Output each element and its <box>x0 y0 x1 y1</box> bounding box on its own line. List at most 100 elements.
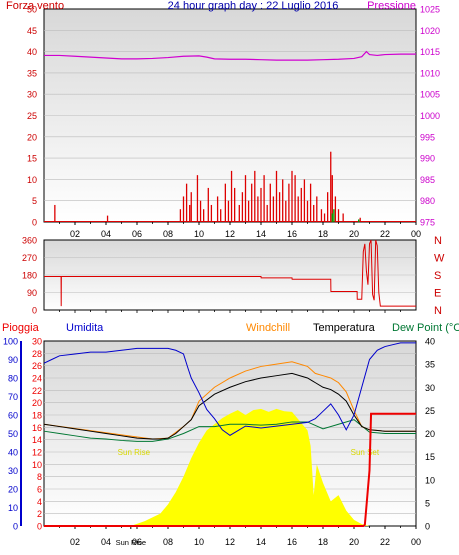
time-tick-label: 16 <box>287 229 297 239</box>
sun-annotation: Sun Set <box>351 448 380 457</box>
pressure-tick-label: 1000 <box>420 111 440 121</box>
time-tick-label: 04 <box>101 229 111 239</box>
compass-label: S <box>434 270 441 282</box>
time-tick-label: 10 <box>194 229 204 239</box>
pressure-tick-label: 1015 <box>420 47 440 57</box>
rain-tick-label: 28 <box>32 349 42 359</box>
pressure-tick-label: 1025 <box>420 5 440 15</box>
direction-degree-label: 360 <box>22 236 37 246</box>
humidity-tick-label: 10 <box>8 503 18 513</box>
humidity-tick-label: 90 <box>8 355 18 365</box>
pressure-tick-label: 995 <box>420 132 435 142</box>
direction-degree-label: 180 <box>22 271 37 281</box>
humidity-tick-label: 70 <box>8 392 18 402</box>
rain-tick-label: 26 <box>32 361 42 371</box>
time-tick-label: 08 <box>163 229 173 239</box>
temp-humidity-gridlines <box>44 353 416 514</box>
windchill-label: Windchill <box>246 322 290 334</box>
humidity-axis-label: Umidita <box>66 322 104 334</box>
dew-point-line <box>43 419 416 442</box>
time-tick-label: 14 <box>256 537 266 547</box>
sun-annotations: Sun Rise Sun Set <box>118 448 380 457</box>
time-tick-label: 16 <box>287 537 297 547</box>
time-tick-label: 08 <box>163 537 173 547</box>
temperature-tick-label: 15 <box>425 452 435 462</box>
time-tick-label: 22 <box>380 537 390 547</box>
chart-title: 24 hour graph day : 22 Luglio 2016 <box>168 0 339 12</box>
temperature-tick-label: 0 <box>425 522 430 532</box>
temp-humidity-rain-panel: Pioggia Umidita Windchill Temperatura De… <box>2 322 459 547</box>
wind-tick-label: 15 <box>27 154 37 164</box>
wind-gust-bars <box>331 209 360 222</box>
wind-tick-label: 20 <box>27 132 37 142</box>
time-tick-label: 20 <box>349 537 359 547</box>
wind-tick-label: 5 <box>32 196 37 206</box>
compass-label: N <box>434 235 442 247</box>
pressure-axis-label: Pressione <box>367 0 416 12</box>
humidity-line <box>43 342 416 436</box>
rain-tick-label: 30 <box>32 337 42 347</box>
temperature-ticks: 0 5 10 15 20 25 30 35 40 <box>425 337 435 532</box>
wind-direction-gridlines <box>44 257 416 313</box>
wind-pressure-panel: Forza vento 24 hour graph day : 22 Lugli… <box>6 0 440 239</box>
time-tick-label: 10 <box>194 537 204 547</box>
time-tick-label: 02 <box>70 537 80 547</box>
rain-tick-label: 24 <box>32 374 42 384</box>
humidity-tick-label: 60 <box>8 411 18 421</box>
compass-label: W <box>434 253 445 265</box>
rain-tick-label: 12 <box>32 448 42 458</box>
rain-tick-label: 20 <box>32 398 42 408</box>
time-tick-label: 22 <box>380 229 390 239</box>
temperature-tick-label: 40 <box>425 337 435 347</box>
pressure-ticks: 975 980 985 990 995 1000 1005 1010 1015 1020 1025 <box>420 5 440 228</box>
wind-speed-ticks: 0 5 10 15 20 25 30 35 40 45 50 <box>27 5 37 228</box>
rain-tick-label: 0 <box>37 522 42 532</box>
temperature-label: Temperatura <box>313 322 376 334</box>
compass-label: N <box>434 305 442 317</box>
rain-tick-label: 2 <box>37 509 42 519</box>
time-tick-label: 02 <box>70 229 80 239</box>
wind-tick-label: 25 <box>27 111 37 121</box>
rain-tick-label: 18 <box>32 411 42 421</box>
wind-direction-degree-ticks: 0 90 180 270 360 <box>22 236 37 316</box>
temperature-tick-label: 10 <box>425 475 435 485</box>
pressure-tick-label: 1020 <box>420 26 440 36</box>
humidity-tick-label: 50 <box>8 429 18 439</box>
humidity-tick-label: 20 <box>8 485 18 495</box>
time-tick-label: 12 <box>225 229 235 239</box>
time-tick-label: 00 <box>411 229 421 239</box>
wind-tick-label: 35 <box>27 68 37 78</box>
direction-degree-label: 90 <box>27 288 37 298</box>
wind-direction-line <box>44 239 416 307</box>
humidity-tick-label: 40 <box>8 448 18 458</box>
temperature-tick-label: 30 <box>425 383 435 393</box>
time-tick-label: 00 <box>411 537 421 547</box>
time-tick-label: 18 <box>318 229 328 239</box>
time-tick-label: 14 <box>256 229 266 239</box>
wind-tick-label: 40 <box>27 47 37 57</box>
wind-pressure-time-ticks: 02 04 06 08 10 12 14 16 18 20 22 00 <box>59 222 421 239</box>
direction-degree-label: 270 <box>22 253 37 263</box>
time-tick-label: 06 <box>132 537 142 547</box>
rain-tick-label: 14 <box>32 435 42 445</box>
wind-tick-label: 30 <box>27 90 37 100</box>
humidity-tick-label: 80 <box>8 374 18 384</box>
time-tick-label: 12 <box>225 537 235 547</box>
sun-annotation: Sun Rise <box>118 448 151 457</box>
temperature-tick-label: 35 <box>425 360 435 370</box>
pressure-tick-label: 1010 <box>420 68 440 78</box>
rain-tick-label: 6 <box>37 485 42 495</box>
humidity-ticks: 0 10 20 30 40 50 60 70 80 90 100 <box>3 337 22 532</box>
rain-tick-label: 10 <box>32 460 42 470</box>
wind-tick-label: 50 <box>27 5 37 15</box>
rain-tick-label: 16 <box>32 423 42 433</box>
temperature-tick-label: 5 <box>425 498 430 508</box>
wind-tick-label: 10 <box>27 175 37 185</box>
pressure-tick-label: 975 <box>420 218 435 228</box>
rain-tick-label: 22 <box>32 386 42 396</box>
pressure-tick-label: 1005 <box>420 90 440 100</box>
